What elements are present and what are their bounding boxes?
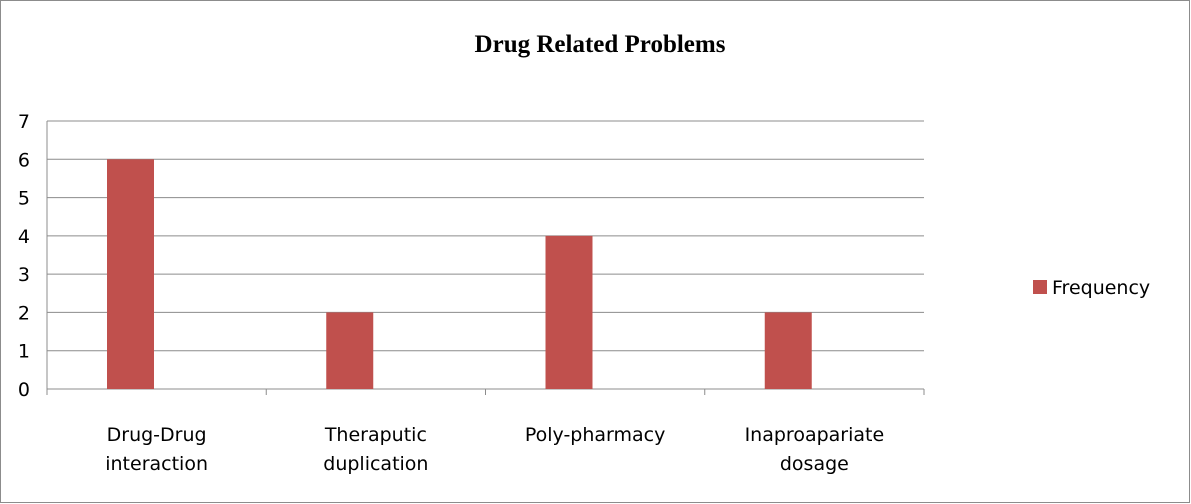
x-category-label-line: dosage <box>780 453 849 475</box>
bar <box>326 312 374 389</box>
y-tick-label: 5 <box>18 188 30 210</box>
x-category-label: Inaproapariate dosage <box>745 424 885 475</box>
x-category-label-line: Theraputic <box>324 424 427 446</box>
legend-label: Frequency <box>1052 277 1150 299</box>
y-tick-label: 7 <box>18 111 30 133</box>
x-category-label-line: interaction <box>105 453 208 475</box>
bar <box>107 159 154 389</box>
x-category-label-line: Inaproapariate <box>745 424 885 446</box>
legend: Frequency <box>1033 277 1150 299</box>
y-tick-label: 2 <box>18 302 30 324</box>
x-category-labels: Drug-Drug interaction Theraputic duplicatio… <box>105 424 884 475</box>
bar <box>764 312 812 389</box>
chart-title: Drug Related Problems <box>475 31 726 58</box>
bar <box>545 235 593 389</box>
y-tick-label: 6 <box>18 149 30 171</box>
x-category-label-line: Drug-Drug <box>107 424 207 446</box>
x-category-label: Drug-Drug interaction <box>105 424 208 475</box>
y-tick-label: 0 <box>18 379 30 401</box>
bars <box>107 159 812 389</box>
x-category-label-line: duplication <box>323 453 428 475</box>
x-category-label: Poly-pharmacy <box>525 424 666 446</box>
y-tick-labels: 0 1 2 3 4 5 6 7 <box>18 111 30 401</box>
x-category-label: Theraputic duplication <box>323 424 428 475</box>
y-tick-label: 4 <box>18 226 30 248</box>
x-category-label-line: Poly-pharmacy <box>525 424 666 446</box>
legend-swatch <box>1033 280 1047 294</box>
y-tick-label: 3 <box>18 264 30 286</box>
y-tick-label: 1 <box>18 341 30 363</box>
